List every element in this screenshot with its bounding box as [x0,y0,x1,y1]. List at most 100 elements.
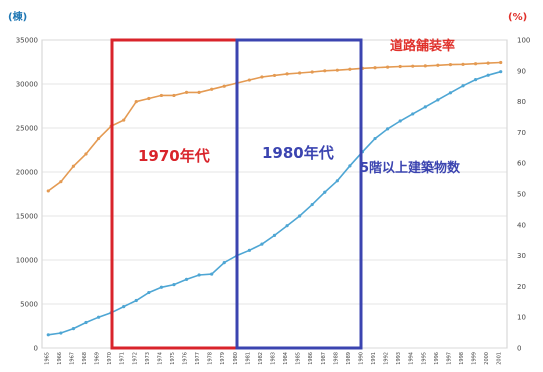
series-0-point [436,63,440,67]
series-1-point [386,127,390,131]
series-0-point [210,87,214,91]
series-1-point [210,272,214,276]
x-tick-label: 1987 [321,352,327,365]
series-1-point [411,112,415,116]
x-tick-label: 1983 [271,352,277,365]
series-0-point [172,93,176,98]
x-tick-label: 1993 [396,352,402,365]
right-tick-label: 60 [517,160,526,168]
series-0-point [423,64,427,68]
series-0-point [184,90,189,94]
series-0-point [247,78,251,82]
left-axis: 0 5000 10000 15000 20000 25000 30000 35000 [16,37,38,353]
x-tick-label: 1988 [333,352,339,365]
x-tick-label: 2001 [497,352,503,365]
x-tick-label: 1967 [69,352,75,365]
series-1-point [335,179,339,183]
series-0-point [147,96,151,101]
x-tick-label: 1978 [208,352,214,365]
series-0-point [461,62,465,66]
x-tick-label: 1974 [157,352,163,365]
series-1-point [222,261,226,265]
series-1-point [499,70,503,74]
x-tick-label: 1977 [195,352,201,365]
left-tick-label: 35000 [16,37,38,45]
series-0-point [398,64,402,69]
x-tick-label: 2000 [484,352,490,365]
x-tick-label: 1996 [434,352,440,365]
series-1-point [71,327,76,331]
x-tick-label: 1982 [258,352,264,365]
x-tick-label: 1971 [120,352,126,365]
series-1-point [197,273,201,277]
right-tick-label: 70 [517,129,526,137]
x-tick-label: 1976 [183,352,189,365]
x-tick-label: 1979 [220,352,226,365]
x-axis: 1965 1966 1967 1968 1969 1970 1971 1972 1973 1974… [44,352,502,365]
series-1-point [247,248,251,252]
series-1-point [59,331,63,335]
series-1-point [461,84,465,88]
right-tick-label: 80 [517,98,526,106]
x-tick-label: 1984 [283,352,289,365]
series-0-point [486,61,490,65]
right-tick-label: 10 [517,314,526,322]
right-tick-label: 100 [517,37,530,45]
series-1-point [172,283,176,287]
x-tick-label: 1970 [107,352,113,365]
right-tick-label: 0 [517,345,521,353]
series-1-point [473,78,478,82]
left-tick-label: 15000 [16,213,38,221]
x-tick-label: 1965 [44,352,50,365]
series-1-point [159,285,163,289]
x-tick-label: 1966 [57,352,63,365]
series-0-point [411,64,415,68]
x-tick-label: 1998 [459,352,465,365]
series-0-point [473,62,478,66]
x-tick-label: 1968 [82,352,88,365]
x-tick-label: 1969 [95,352,101,365]
x-tick-label: 1975 [170,352,176,365]
series-0-point [373,66,377,70]
left-tick-label: 5000 [20,301,38,309]
x-tick-label: 1992 [384,352,390,365]
series-0-point [335,68,339,72]
series-0-point [348,67,352,71]
series-1-point [298,214,302,218]
right-tick-label: 30 [517,252,526,260]
series-1-point [285,224,289,228]
x-tick-label: 1990 [358,352,364,365]
right-tick-label: 50 [517,191,526,199]
series-0-point [222,84,226,88]
series-1-point [260,242,264,246]
series-1-point [96,315,101,319]
series-1-point [323,190,327,194]
series-0-point [84,152,88,156]
right-tick-label: 40 [517,221,526,229]
series-0-point [197,90,201,94]
era-1970-label: 1970年代 [138,147,210,165]
series-0-point [134,100,138,104]
right-axis-unit: (%) [508,12,527,23]
series-0-point [46,189,50,193]
series-1-point [423,105,427,109]
x-tick-label: 1999 [472,352,478,365]
series-1-point [272,233,277,237]
x-tick-label: 1989 [346,352,352,365]
x-tick-label: 1980 [233,352,239,365]
left-tick-label: 0 [34,345,38,353]
x-tick-label: 1995 [421,352,427,365]
x-tick-label: 1986 [308,352,314,365]
left-tick-label: 20000 [16,169,38,177]
x-tick-label: 1973 [145,352,151,365]
left-tick-label: 25000 [16,125,38,133]
series-1-point [348,164,352,168]
series-0-point [272,73,277,78]
series-1-point [398,119,402,123]
era-1980-label: 1980年代 [262,144,334,162]
series-1-point [436,98,440,102]
x-tick-label: 1981 [245,352,251,365]
series-1-point [84,320,88,325]
